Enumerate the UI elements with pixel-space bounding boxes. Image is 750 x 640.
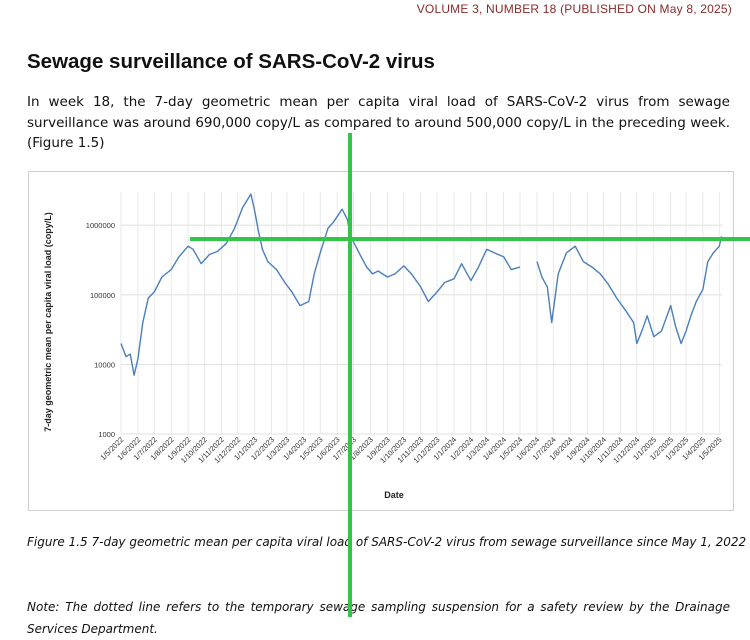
- volume-header: VOLUME 3, NUMBER 18 (PUBLISHED ON May 8,…: [416, 2, 732, 16]
- chart-frame: 1000 10000 100000 1000000 1/5/2022 1/6/2022 1…: [28, 171, 734, 511]
- y-axis-title: 7-day geometric mean per capita viral lo…: [43, 212, 53, 432]
- crosshair-horizontal: [190, 237, 750, 241]
- y-tick-labels: 1000 10000 100000 1000000: [86, 221, 115, 439]
- intro-paragraph: In week 18, the 7-day geometric mean per…: [27, 94, 730, 151]
- series-layer: [120, 193, 723, 376]
- y-tick-label: 1000000: [86, 221, 115, 230]
- x-tick-labels: 1/5/20221/6/20221/7/20221/8/20221/9/2022…: [98, 435, 723, 465]
- viral-load-chart: 1000 10000 100000 1000000 1/5/20221/6/20221…: [43, 192, 724, 500]
- y-tick-label: 1000: [98, 430, 115, 439]
- x-axis-title: Date: [384, 490, 404, 500]
- series-line: [536, 236, 723, 345]
- section-title: Sewage surveillance of SARS-CoV-2 virus: [27, 50, 435, 73]
- y-tick-label: 10000: [94, 360, 115, 369]
- series-line: [120, 193, 521, 376]
- y-tick-label: 100000: [90, 291, 115, 300]
- figure-note: Note: The dotted line refers to the temp…: [27, 600, 730, 636]
- grid-layer: [120, 192, 722, 435]
- figure-caption: Figure 1.5 7-day geometric mean per capi…: [27, 535, 747, 549]
- crosshair-vertical: [348, 133, 352, 617]
